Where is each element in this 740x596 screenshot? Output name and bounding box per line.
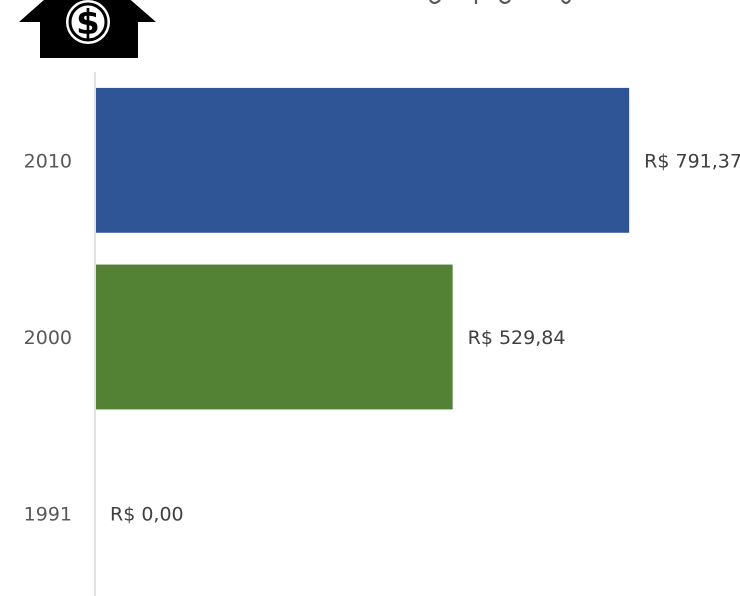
cropped-title-fragment <box>429 0 571 5</box>
tick-label-2000: 2000 <box>24 327 72 349</box>
data-label-1991: R$ 0,00 <box>110 504 184 526</box>
tick-labels-group: 2010 2000 1991 <box>24 150 72 525</box>
tick-label-2010: 2010 <box>24 150 72 172</box>
data-label-2010: R$ 791,37 <box>644 150 740 172</box>
house-dollar-icon: $ <box>19 0 156 58</box>
bars-group <box>96 87 630 410</box>
svg-text:$: $ <box>76 3 100 43</box>
bar-2000 <box>96 264 453 410</box>
data-labels-group: R$ 791,37 R$ 529,84 R$ 0,00 <box>110 150 740 525</box>
bar-2010 <box>96 87 630 233</box>
data-label-2000: R$ 529,84 <box>468 327 566 349</box>
tick-label-1991: 1991 <box>24 504 72 526</box>
